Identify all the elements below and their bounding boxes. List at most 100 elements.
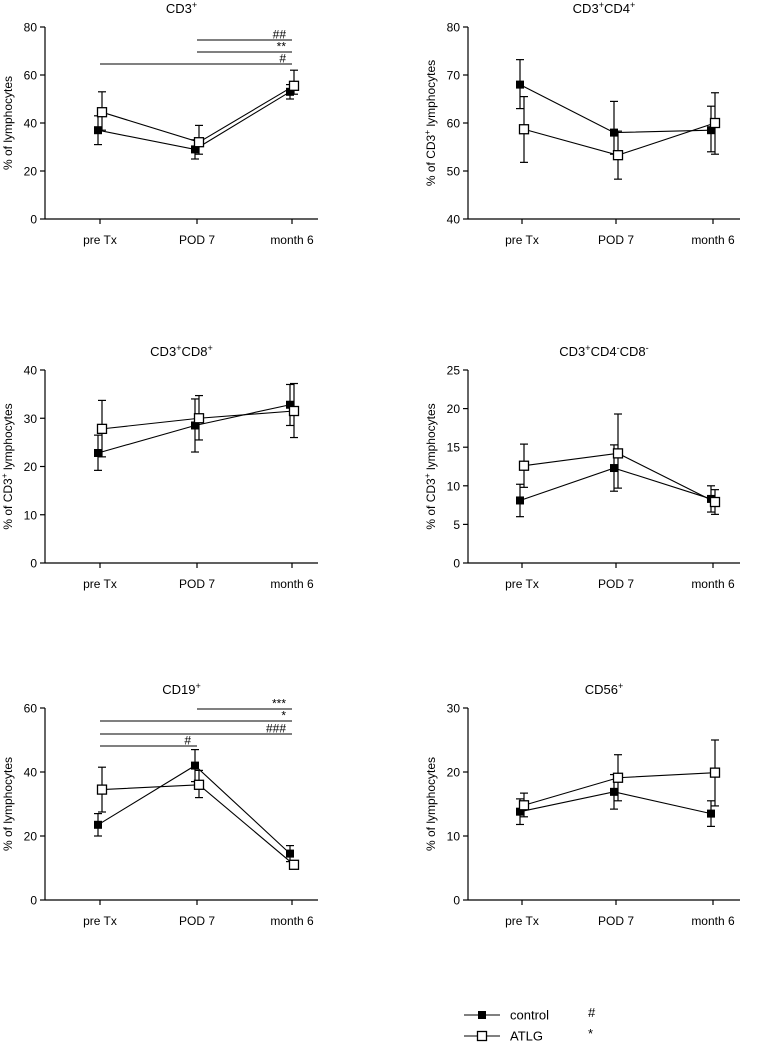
series-atlg	[96, 766, 300, 870]
series-control	[94, 383, 294, 471]
data-point-control	[191, 145, 199, 154]
panel-cd3: CD3+ % of lymphocytes 0 20 40 60 80 pre Tx POD 7…	[1, 0, 318, 247]
y-tick-label: 20	[24, 830, 38, 844]
y-tick-label: 30	[24, 412, 38, 426]
x-tick-label: POD 7	[179, 577, 215, 591]
x-tick-label: POD 7	[179, 233, 215, 247]
text-part: CD8	[182, 344, 208, 359]
x-tick-label: pre Tx	[83, 914, 117, 928]
y-axis-label: % of lymphocytes	[424, 757, 438, 851]
y-tick-label: 25	[447, 364, 461, 378]
series-atlg	[96, 69, 300, 155]
data-point-atlg	[96, 784, 108, 795]
series-line	[101, 784, 295, 866]
x-tick-label: POD 7	[598, 233, 634, 247]
superscript: +	[0, 473, 9, 478]
x-tick-label: month 6	[270, 577, 314, 591]
y-tick-label: 60	[447, 117, 461, 131]
series-atlg	[518, 739, 721, 818]
data-point-atlg	[96, 423, 108, 435]
y-tick-label: 40	[447, 213, 461, 227]
y-axis-label: % of CD3+ lymphocytes	[422, 60, 438, 186]
significance-label: #	[279, 52, 286, 66]
significance-label: *	[281, 709, 286, 723]
panel-cd3cd4: CD3+CD4+% of CD3+ lymphocytes4050607080p…	[422, 0, 740, 247]
series-line	[519, 84, 712, 134]
panel-cd19: CD19+ % of lymphocytes 0 20 40 60 pre Tx POD 7 m…	[1, 681, 318, 928]
data-point-control	[610, 128, 618, 137]
text-part: % of CD3	[424, 478, 438, 530]
series-control	[94, 748, 294, 863]
y-tick-label: 0	[453, 557, 460, 571]
x-tick-label: pre Tx	[505, 233, 539, 247]
superscript: +	[630, 0, 635, 10]
text-part: % of lymphocytes	[1, 76, 15, 170]
data-point-atlg	[709, 496, 721, 508]
significance-label: #	[184, 734, 191, 748]
x-tick-label: POD 7	[179, 914, 215, 928]
x-tick-label: POD 7	[598, 914, 634, 928]
series-line	[97, 764, 291, 855]
text-part: % of CD3	[424, 134, 438, 186]
y-tick-label: 60	[24, 69, 38, 83]
data-point-atlg	[518, 460, 530, 471]
data-point-atlg	[518, 124, 530, 135]
text-part: CD3	[573, 1, 599, 16]
data-point-atlg	[612, 772, 624, 783]
data-point-atlg	[288, 405, 300, 417]
y-tick-label: 20	[24, 165, 38, 179]
y-tick-label: 10	[447, 479, 461, 493]
series-control	[94, 83, 294, 160]
chart-title: CD56+	[585, 681, 624, 697]
y-tick-label: 40	[24, 117, 38, 131]
superscript: -	[646, 343, 649, 353]
data-point-control	[610, 787, 618, 796]
y-axis-label: % of lymphocytes	[1, 76, 15, 170]
superscript: +	[618, 681, 623, 691]
data-point-control	[286, 400, 294, 409]
data-point-atlg	[288, 859, 300, 870]
text-part: % of CD3	[1, 478, 15, 530]
significance-label: ##	[273, 28, 287, 42]
y-tick-label: 10	[24, 508, 38, 522]
legend-item-atlg: ATLG *	[464, 1026, 593, 1044]
legend-significance-symbol: *	[588, 1026, 593, 1041]
y-tick-label: 60	[24, 702, 38, 716]
y-tick-label: 0	[453, 894, 460, 908]
x-tick-label: pre Tx	[83, 577, 117, 591]
data-point-atlg	[193, 779, 205, 790]
data-point-control	[610, 464, 618, 473]
chart-title: CD3+CD4+	[573, 0, 636, 16]
text-part: % of lymphocytes	[1, 757, 15, 851]
text-part: CD4	[604, 1, 630, 16]
chart-title: CD3+CD8+	[150, 343, 213, 359]
text-part: lymphocytes	[424, 60, 438, 130]
legend-label: ATLG	[510, 1029, 543, 1044]
y-tick-label: 10	[447, 830, 461, 844]
data-point-control	[286, 849, 294, 858]
data-point-atlg	[709, 117, 721, 129]
y-tick-label: 30	[447, 702, 461, 716]
series-line	[523, 452, 716, 503]
y-tick-label: 20	[447, 402, 461, 416]
y-tick-label: 15	[447, 441, 461, 455]
chart-title: CD19+	[162, 681, 201, 697]
panel-cd3dn: CD3+CD4-CD8-% of CD3+ lymphocytes0510152…	[422, 343, 740, 591]
panel-cd56: CD56+ % of lymphocytes 0 10 20 30 pre Tx POD 7 m…	[424, 681, 740, 928]
series-control	[516, 59, 715, 155]
data-point-control	[707, 809, 715, 818]
text-part: % of lymphocytes	[424, 757, 438, 851]
y-tick-label: 40	[24, 766, 38, 780]
legend-marker	[476, 1030, 488, 1042]
x-tick-label: pre Tx	[505, 577, 539, 591]
series-atlg	[518, 413, 721, 515]
x-tick-label: pre Tx	[83, 233, 117, 247]
data-point-control	[94, 820, 102, 829]
data-point-control	[191, 421, 199, 430]
legend-item-control: control #	[464, 1005, 596, 1023]
panel-cd3cd8: CD3+CD8+% of CD3+ lymphocytes010203040pr…	[0, 343, 318, 591]
data-point-atlg	[96, 107, 108, 118]
chart-title: CD3+	[166, 0, 197, 16]
